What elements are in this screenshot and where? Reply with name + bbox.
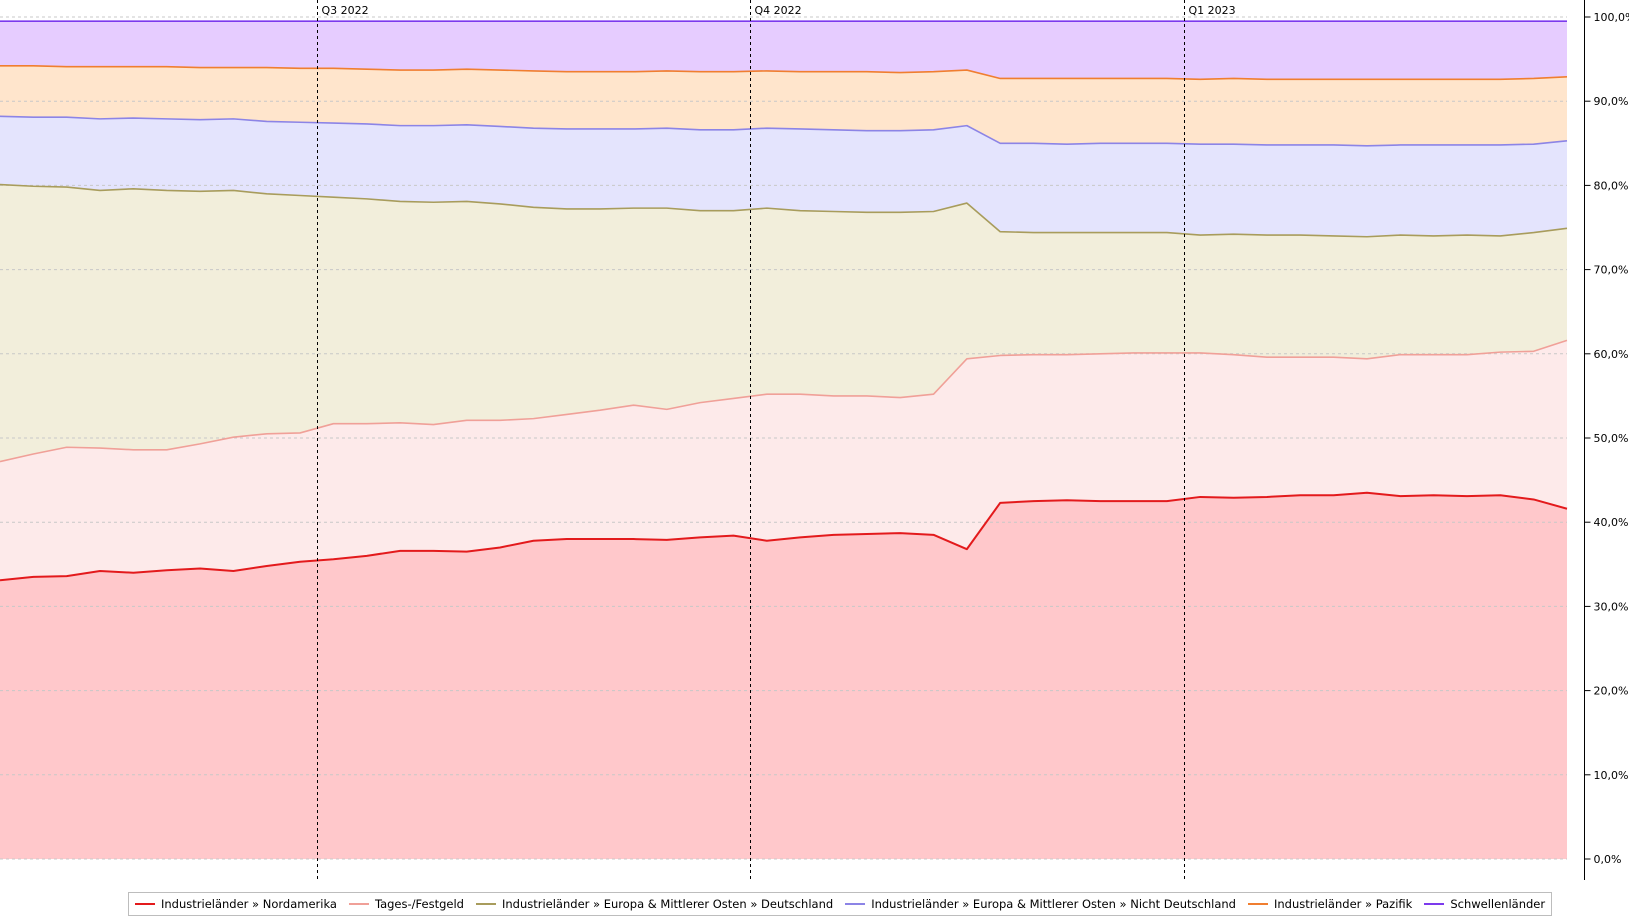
legend-item: Schwellenländer xyxy=(1424,897,1545,911)
legend-label: Schwellenländer xyxy=(1450,897,1546,911)
legend-label: Industrieländer » Europa & Mittlerer Ost… xyxy=(871,897,1236,911)
quarter-label: Q1 2023 xyxy=(1189,4,1236,17)
series-line-4 xyxy=(0,65,1568,81)
legend-item: Industrieländer » Europa & Mittlerer Ost… xyxy=(845,897,1236,911)
series-line-1 xyxy=(0,339,1568,463)
legend-swatch xyxy=(845,903,866,905)
legend-item: Industrieländer » Nordamerika xyxy=(135,897,337,911)
legend-item: Industrieländer » Pazifik xyxy=(1247,897,1413,911)
area-3 xyxy=(0,116,1567,237)
series-line-0 xyxy=(0,491,1568,582)
legend-swatch xyxy=(475,903,496,905)
y-tick-label: 90,0% xyxy=(1594,95,1629,108)
area-2 xyxy=(0,184,1567,462)
y-tick-label: 0,0% xyxy=(1594,853,1622,866)
legend-label: Industrieländer » Nordamerika xyxy=(161,897,337,911)
y-tick-label: 70,0% xyxy=(1594,264,1629,277)
area-layer xyxy=(0,21,1567,859)
y-tick-label: 80,0% xyxy=(1594,179,1629,192)
y-tick-label: 100,0% xyxy=(1594,11,1629,24)
legend: Industrieländer » Nordamerika Tages-/Fest… xyxy=(128,892,1553,916)
legend-item: Tages-/Festgeld xyxy=(348,897,464,911)
y-tick-label: 10,0% xyxy=(1594,769,1629,782)
y-axis: 0,0% 10,0% 20,0% 30,0% 40,0% 50,0% 60,0% 70,0% 8… xyxy=(1584,0,1629,880)
legend-swatch xyxy=(348,903,369,905)
y-tick-label: 60,0% xyxy=(1594,348,1629,361)
y-tick-label: 50,0% xyxy=(1594,432,1629,445)
legend-swatch xyxy=(1424,903,1445,905)
series-line-2 xyxy=(0,183,1568,238)
area-5 xyxy=(0,21,1567,80)
y-tick-label: 30,0% xyxy=(1594,600,1629,613)
area-4 xyxy=(0,65,1567,146)
quarter-marks: Q3 2022 Q4 2022 Q1 2023 xyxy=(317,0,1236,879)
legend-swatch xyxy=(1247,903,1268,905)
series-line-3 xyxy=(0,115,1568,147)
legend-label: Tages-/Festgeld xyxy=(374,897,464,911)
quarter-label: Q3 2022 xyxy=(322,4,369,17)
area-0 xyxy=(0,492,1567,859)
area-1 xyxy=(0,340,1567,581)
legend-swatch xyxy=(135,903,155,905)
legend-label: Industrieländer » Europa & Mittlerer Ost… xyxy=(501,897,834,911)
legend-label: Industrieländer » Pazifik xyxy=(1273,897,1413,911)
stacked-area-chart: Q3 2022 Q4 2022 Q1 2023 0,0% 10,0% 20,0% 30,0… xyxy=(0,0,1629,880)
quarter-label: Q4 2022 xyxy=(755,4,802,17)
y-tick-label: 20,0% xyxy=(1594,685,1629,698)
line-layer xyxy=(0,20,1568,582)
y-tick-label: 40,0% xyxy=(1594,516,1629,529)
legend-item: Industrieländer » Europa & Mittlerer Ost… xyxy=(475,897,834,911)
